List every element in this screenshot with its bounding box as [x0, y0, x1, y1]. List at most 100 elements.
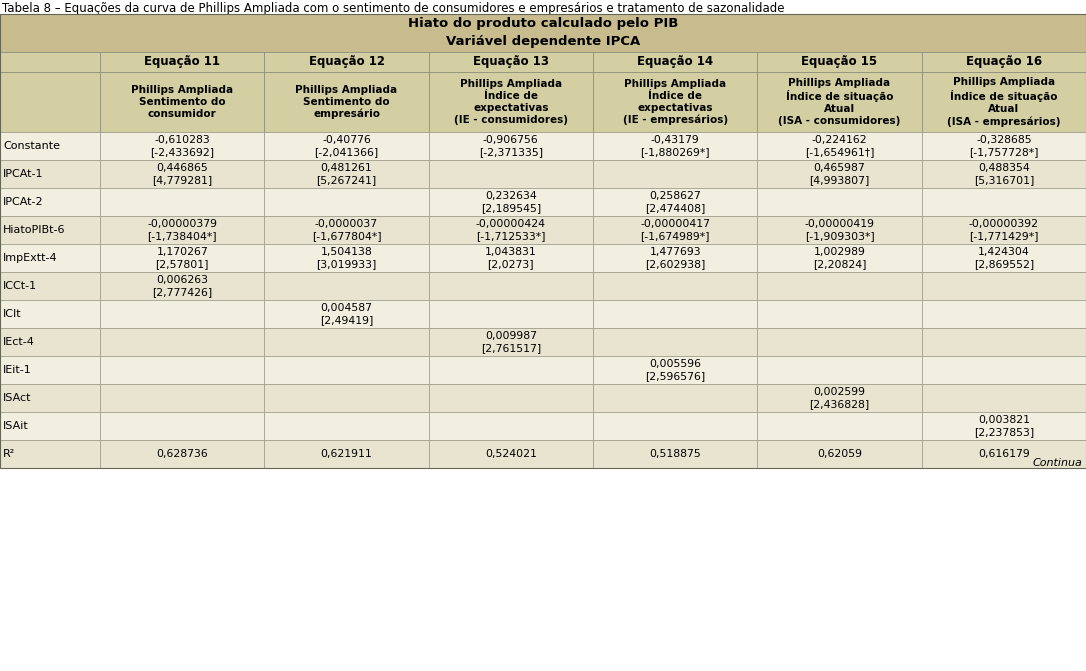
- Text: Equação 14: Equação 14: [637, 56, 714, 68]
- Bar: [593, 188, 757, 216]
- Text: -0,00000419
[-1,909303*]: -0,00000419 [-1,909303*]: [805, 219, 874, 241]
- Bar: [922, 272, 1086, 300]
- Text: Equação 13: Equação 13: [472, 56, 548, 68]
- Bar: [264, 132, 429, 160]
- Text: 1,002989
[2,20824]: 1,002989 [2,20824]: [812, 247, 867, 269]
- Text: Phillips Ampliada
Sentimento do
empresário: Phillips Ampliada Sentimento do empresár…: [295, 85, 397, 119]
- Bar: [100, 300, 264, 328]
- Bar: [429, 160, 593, 188]
- Bar: [264, 300, 429, 328]
- Bar: [264, 272, 429, 300]
- Bar: [757, 244, 922, 272]
- Bar: [264, 328, 429, 356]
- Bar: [100, 160, 264, 188]
- Text: 1,504138
[3,019933]: 1,504138 [3,019933]: [316, 247, 377, 269]
- Text: -0,906756
[-2,371335]: -0,906756 [-2,371335]: [479, 135, 543, 157]
- Bar: [0, 244, 100, 272]
- Text: 0,621911: 0,621911: [320, 449, 372, 459]
- Bar: [429, 300, 593, 328]
- Text: 0,488354
[5,316701]: 0,488354 [5,316701]: [974, 163, 1034, 185]
- Bar: [922, 328, 1086, 356]
- Bar: [757, 72, 922, 132]
- Text: IPCAt-2: IPCAt-2: [3, 197, 43, 207]
- Bar: [922, 52, 1086, 72]
- Bar: [429, 384, 593, 412]
- Text: -0,610283
[-2,433692]: -0,610283 [-2,433692]: [150, 135, 214, 157]
- Bar: [264, 412, 429, 440]
- Text: -0,40776
[-2,041366]: -0,40776 [-2,041366]: [314, 135, 379, 157]
- Text: Constante: Constante: [3, 141, 60, 151]
- Bar: [100, 412, 264, 440]
- Bar: [922, 356, 1086, 384]
- Bar: [593, 52, 757, 72]
- Text: 0,009987
[2,761517]: 0,009987 [2,761517]: [481, 331, 541, 353]
- Text: Tabela 8 – Equações da curva de Phillips Ampliada com o sentimento de consumidor: Tabela 8 – Equações da curva de Phillips…: [2, 2, 784, 15]
- Text: 1,477693
[2,602938]: 1,477693 [2,602938]: [645, 247, 705, 269]
- Text: Phillips Ampliada
Índice de
expectativas
(IE - consumidores): Phillips Ampliada Índice de expectativas…: [454, 79, 568, 125]
- Bar: [264, 188, 429, 216]
- Bar: [429, 440, 593, 468]
- Bar: [264, 52, 429, 72]
- Bar: [264, 384, 429, 412]
- Bar: [100, 132, 264, 160]
- Text: 0,446865
[4,779281]: 0,446865 [4,779281]: [152, 163, 212, 185]
- Bar: [0, 440, 100, 468]
- Bar: [922, 440, 1086, 468]
- Text: -0,00000424
[-1,712533*]: -0,00000424 [-1,712533*]: [476, 219, 546, 241]
- Bar: [0, 328, 100, 356]
- Bar: [593, 132, 757, 160]
- Bar: [0, 72, 100, 132]
- Text: 0,002599
[2,436828]: 0,002599 [2,436828]: [809, 386, 870, 409]
- Bar: [100, 272, 264, 300]
- Bar: [0, 384, 100, 412]
- Bar: [429, 356, 593, 384]
- Bar: [593, 384, 757, 412]
- Bar: [264, 160, 429, 188]
- Text: ISAct: ISAct: [3, 393, 31, 403]
- Text: ICIt: ICIt: [3, 309, 22, 319]
- Bar: [757, 384, 922, 412]
- Bar: [0, 14, 1086, 52]
- Bar: [100, 384, 264, 412]
- Text: 1,424304
[2,869552]: 1,424304 [2,869552]: [974, 247, 1034, 269]
- Bar: [593, 160, 757, 188]
- Text: -0,328685
[-1,757728*]: -0,328685 [-1,757728*]: [969, 135, 1038, 157]
- Bar: [429, 272, 593, 300]
- Text: IPCAt-1: IPCAt-1: [3, 169, 43, 179]
- Text: R²: R²: [3, 449, 15, 459]
- Text: Phillips Ampliada
Sentimento do
consumidor: Phillips Ampliada Sentimento do consumid…: [131, 85, 233, 119]
- Text: 1,170267
[2,57801]: 1,170267 [2,57801]: [155, 247, 209, 269]
- Bar: [100, 328, 264, 356]
- Bar: [593, 356, 757, 384]
- Bar: [429, 328, 593, 356]
- Bar: [593, 412, 757, 440]
- Bar: [757, 328, 922, 356]
- Bar: [922, 300, 1086, 328]
- Text: Phillips Ampliada
Índice de situação
Atual
(ISA - consumidores): Phillips Ampliada Índice de situação Atu…: [779, 78, 900, 126]
- Bar: [429, 412, 593, 440]
- Bar: [593, 216, 757, 244]
- Text: 0,518875: 0,518875: [649, 449, 702, 459]
- Text: 0,62059: 0,62059: [817, 449, 862, 459]
- Bar: [757, 160, 922, 188]
- Text: 0,004587
[2,49419]: 0,004587 [2,49419]: [319, 303, 374, 325]
- Text: -0,00000417
[-1,674989*]: -0,00000417 [-1,674989*]: [640, 219, 710, 241]
- Text: -0,43179
[-1,880269*]: -0,43179 [-1,880269*]: [641, 135, 710, 157]
- Bar: [922, 72, 1086, 132]
- Bar: [264, 356, 429, 384]
- Bar: [429, 52, 593, 72]
- Text: 0,616179: 0,616179: [978, 449, 1030, 459]
- Bar: [922, 244, 1086, 272]
- Bar: [757, 300, 922, 328]
- Bar: [0, 412, 100, 440]
- Text: 0,524021: 0,524021: [484, 449, 536, 459]
- Text: -0,224162
[-1,654961†]: -0,224162 [-1,654961†]: [805, 135, 874, 157]
- Text: IEit-1: IEit-1: [3, 365, 31, 375]
- Bar: [0, 300, 100, 328]
- Bar: [593, 328, 757, 356]
- Text: Hiato do produto calculado pelo PIB: Hiato do produto calculado pelo PIB: [408, 17, 678, 30]
- Bar: [429, 216, 593, 244]
- Bar: [922, 132, 1086, 160]
- Bar: [0, 216, 100, 244]
- Text: 0,628736: 0,628736: [156, 449, 209, 459]
